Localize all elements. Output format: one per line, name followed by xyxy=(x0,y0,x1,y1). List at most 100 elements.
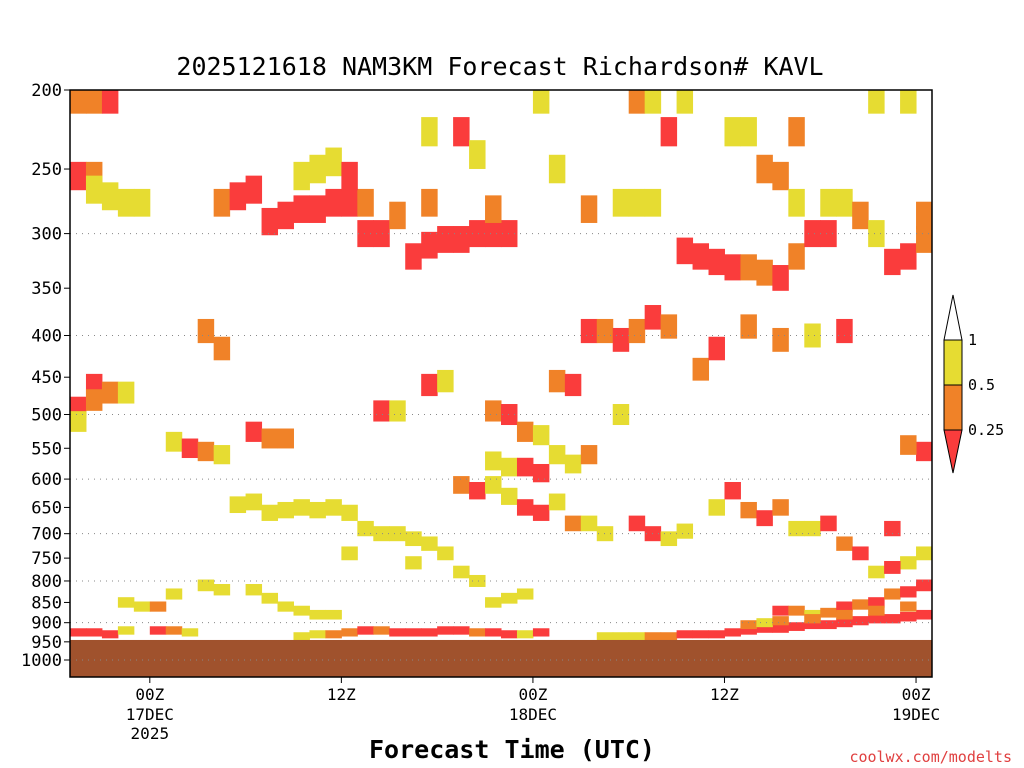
heat-cell xyxy=(868,614,885,624)
y-tick-label: 250 xyxy=(31,160,62,180)
legend-label: 0.5 xyxy=(968,376,995,394)
heat-cell xyxy=(245,421,263,442)
heat-cell xyxy=(453,117,470,147)
heat-cell xyxy=(245,584,263,596)
heat-cell xyxy=(421,231,438,259)
heat-cell xyxy=(165,588,183,600)
heat-cell xyxy=(724,117,741,147)
heat-cell xyxy=(389,628,406,637)
heat-cell xyxy=(900,556,917,570)
heat-cell xyxy=(628,515,646,532)
heat-cell xyxy=(245,175,263,204)
heat-cell xyxy=(229,496,247,514)
heat-cell xyxy=(357,626,374,635)
heat-cell xyxy=(820,220,837,248)
heat-cell xyxy=(101,90,119,114)
heat-cell xyxy=(117,626,135,635)
heat-cell xyxy=(501,220,518,248)
heat-cell xyxy=(309,630,326,639)
heat-cell xyxy=(181,438,199,459)
heat-cell xyxy=(70,628,87,637)
heat-cell xyxy=(485,628,502,637)
heat-cell xyxy=(884,614,901,624)
heat-cell xyxy=(836,318,853,344)
heat-cell xyxy=(485,220,502,248)
heat-cell xyxy=(373,526,390,542)
heat-cell xyxy=(357,520,374,537)
heat-cell xyxy=(133,601,151,612)
legend-label: 1 xyxy=(968,331,977,349)
heat-cell xyxy=(437,369,454,393)
heat-cell xyxy=(325,147,342,177)
heat-cell xyxy=(644,305,662,330)
heat-cell xyxy=(708,336,725,361)
heat-cell xyxy=(85,628,103,637)
heat-cell xyxy=(628,632,646,641)
heat-cell xyxy=(293,605,310,616)
heat-cell xyxy=(437,546,454,561)
heat-cell xyxy=(213,336,231,361)
heat-cell xyxy=(628,188,646,217)
heat-cell xyxy=(469,481,486,500)
heat-cell xyxy=(644,90,662,114)
y-tick-label: 300 xyxy=(31,225,62,245)
heat-cell xyxy=(85,90,103,114)
heat-cell xyxy=(676,90,694,114)
heat-cell xyxy=(740,501,757,519)
heat-cell xyxy=(756,259,773,286)
heat-cell xyxy=(836,609,853,620)
heat-cell xyxy=(740,314,757,339)
heat-cell xyxy=(836,601,853,612)
heat-cell xyxy=(405,531,422,547)
heat-cell xyxy=(469,220,486,248)
heat-cell xyxy=(916,546,932,561)
heat-cell xyxy=(277,601,294,612)
y-tick-label: 900 xyxy=(31,614,62,634)
y-axis: 200 250 300 350 400 450 500 550 600 650 700 750 8008… xyxy=(21,81,70,671)
heat-cell xyxy=(341,188,358,217)
heat-cell xyxy=(580,515,598,532)
heat-cell xyxy=(884,248,901,276)
x-tick-date: 19DEC xyxy=(892,705,940,724)
heat-cell xyxy=(165,626,183,635)
heat-cell xyxy=(277,201,294,230)
heat-cell xyxy=(421,628,438,637)
heat-cell xyxy=(70,90,87,114)
heat-cell xyxy=(564,373,582,397)
legend-bottom-triangle xyxy=(943,429,963,474)
heat-cell xyxy=(516,421,534,442)
heat-cell xyxy=(548,369,566,393)
heat-cell xyxy=(676,237,694,265)
heat-cell xyxy=(85,175,103,204)
heat-cell xyxy=(229,182,247,211)
heat-cell xyxy=(836,188,853,217)
heat-cell xyxy=(708,248,725,276)
heat-cell xyxy=(692,357,710,381)
x-tick-label: 00Z xyxy=(135,685,164,704)
legend-swatch-yellow xyxy=(943,339,963,386)
heat-cell xyxy=(213,445,231,465)
heat-cell xyxy=(421,188,438,217)
heat-cell xyxy=(293,195,310,223)
heat-cell xyxy=(756,618,773,628)
heat-cell xyxy=(437,626,454,635)
heat-cell xyxy=(852,616,869,626)
heat-cell xyxy=(453,226,470,253)
heat-cell xyxy=(804,220,821,248)
x-tick-year: 2025 xyxy=(131,724,170,743)
x-tick-date: 18DEC xyxy=(509,705,557,724)
heat-cell xyxy=(660,117,678,147)
heat-cell xyxy=(293,632,310,641)
heat-cell xyxy=(724,481,741,500)
heat-cell xyxy=(309,154,326,184)
heat-cell xyxy=(532,425,550,446)
heat-cell xyxy=(357,220,374,248)
heat-cell xyxy=(772,327,789,352)
heat-cell xyxy=(325,499,342,516)
heat-cell xyxy=(389,201,406,230)
heat-cell xyxy=(532,463,550,483)
heat-cell xyxy=(389,526,406,542)
heat-cell xyxy=(548,445,566,465)
heat-cell xyxy=(421,536,438,551)
heat-cell xyxy=(916,201,932,230)
